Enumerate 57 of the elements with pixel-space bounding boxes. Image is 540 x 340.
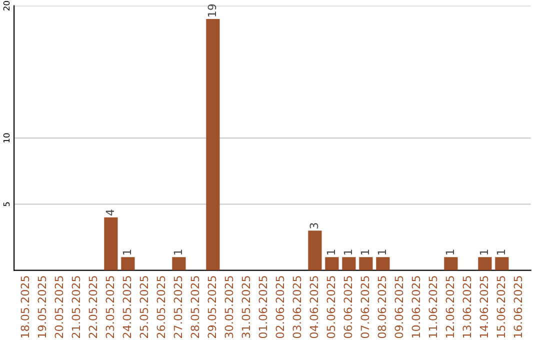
x-tick-label: 15.06.2025 xyxy=(496,276,506,338)
x-tick-label: 28.05.2025 xyxy=(190,276,200,338)
x-tick-label: 07.06.2025 xyxy=(360,276,370,338)
data-label: 19 xyxy=(208,4,216,16)
y-tick-label: 10 xyxy=(3,133,10,142)
data-label: 1 xyxy=(174,250,182,255)
x-tick-label: 21.05.2025 xyxy=(72,276,80,338)
y-tick-label: 5 xyxy=(3,202,10,206)
x-tick-label: 13.06.2025 xyxy=(462,276,472,338)
x-tick-label: 08.06.2025 xyxy=(378,276,386,338)
x-tick-label: 31.05.2025 xyxy=(242,276,250,338)
x-tick-label: 29.05.2025 xyxy=(208,276,216,338)
bar xyxy=(121,257,135,270)
x-tick-label: 25.05.2025 xyxy=(140,276,148,338)
x-tick-label: 06.06.2025 xyxy=(344,276,352,338)
bar xyxy=(359,257,373,270)
bar xyxy=(104,217,118,270)
x-tick-label: 01.06.2025 xyxy=(258,276,268,338)
x-tick-label: 03.06.2025 xyxy=(292,276,302,338)
x-tick-label: 05.06.2025 xyxy=(326,276,336,338)
x-tick-label: 02.06.2025 xyxy=(276,276,284,338)
x-tick-label: 12.06.2025 xyxy=(446,276,454,338)
x-tick-label: 09.06.2025 xyxy=(394,276,404,338)
data-label: 1 xyxy=(344,250,352,255)
bar xyxy=(376,257,390,270)
x-tick-label: 26.05.2025 xyxy=(156,276,166,338)
data-label: 1 xyxy=(122,250,131,255)
data-label: 1 xyxy=(360,250,369,255)
data-label: 1 xyxy=(480,250,488,255)
bar xyxy=(342,257,356,270)
x-tick-label: 16.06.2025 xyxy=(514,276,522,338)
bar xyxy=(172,257,186,270)
x-tick-label: 14.06.2025 xyxy=(480,276,488,338)
x-tick-label: 18.05.2025 xyxy=(20,276,30,338)
x-tick-label: 30.05.2025 xyxy=(224,276,234,338)
data-label: 1 xyxy=(378,250,386,255)
x-tick-label: 22.05.2025 xyxy=(88,276,98,338)
bar xyxy=(444,257,458,270)
x-tick-label: 10.06.2025 xyxy=(412,276,420,338)
x-tick-label: 04.06.2025 xyxy=(310,276,318,338)
x-tick-label: 23.05.2025 xyxy=(106,276,114,338)
x-tick-label: 11.06.2025 xyxy=(428,276,438,338)
bar xyxy=(206,19,220,270)
x-tick-label: 24.05.2025 xyxy=(122,276,132,338)
y-tick-label: 20 xyxy=(3,1,10,10)
bar xyxy=(325,257,339,270)
data-label: 4 xyxy=(106,210,114,216)
data-label: 3 xyxy=(310,223,318,228)
x-tick-label: 20.05.2025 xyxy=(54,276,64,338)
data-label: 1 xyxy=(446,250,454,255)
data-label: 1 xyxy=(326,250,335,255)
bar xyxy=(308,230,322,270)
data-label: 1 xyxy=(496,250,505,255)
bar xyxy=(495,257,509,270)
bar xyxy=(478,257,492,270)
x-tick-label: 27.05.2025 xyxy=(174,276,182,338)
x-tick-label: 19.05.2025 xyxy=(38,276,46,338)
